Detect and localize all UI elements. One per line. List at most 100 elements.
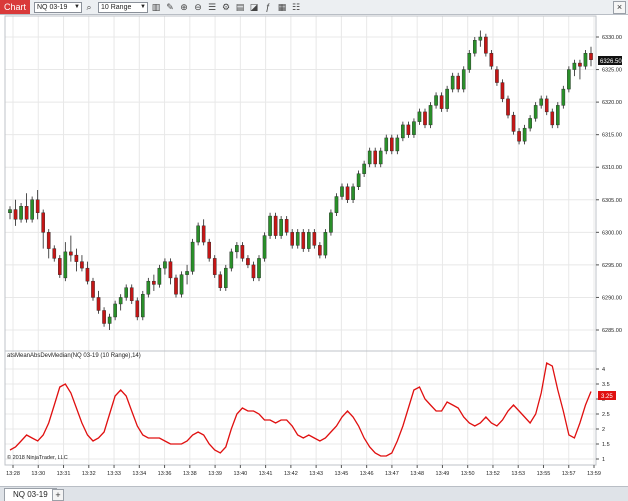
candle: [456, 72, 461, 93]
candle: [506, 95, 510, 119]
candle: [329, 209, 333, 236]
time-axis-label: 13:30: [31, 471, 45, 477]
candle: [13, 199, 18, 226]
strategy-icon[interactable]: ⚙: [221, 2, 231, 12]
candle: [251, 261, 256, 282]
candle: [406, 121, 411, 138]
candle: [589, 46, 593, 67]
close-button[interactable]: ×: [613, 1, 626, 14]
candle: [35, 190, 40, 220]
zoom-in-icon[interactable]: ⊕: [180, 2, 188, 12]
candle: [24, 193, 29, 223]
indicators-icon[interactable]: ƒ: [265, 2, 271, 12]
data-box-icon[interactable]: ▦: [277, 2, 287, 12]
period-selector[interactable]: 10 Range ▼: [98, 2, 148, 13]
candle: [578, 59, 582, 80]
candle: [96, 290, 101, 314]
candle: [434, 92, 438, 109]
time-axis-label: 13:59: [587, 471, 601, 477]
candle: [522, 124, 527, 145]
chevron-down-icon: ▼: [140, 4, 146, 10]
candle: [450, 72, 455, 93]
indicator-line: [9, 362, 592, 457]
time-axis-label: 13:46: [360, 471, 374, 477]
time-axis-label: 13:57: [562, 471, 576, 477]
candle: [235, 242, 239, 259]
chevron-down-icon: ▼: [74, 4, 80, 10]
candle: [307, 229, 311, 252]
time-axis-label: 13:38: [183, 471, 197, 477]
chart-title-tab[interactable]: Chart: [0, 0, 31, 14]
time-axis-label: 13:55: [537, 471, 551, 477]
candle: [91, 277, 95, 301]
candle: [378, 147, 383, 168]
time-axis-label: 13:45: [335, 471, 349, 477]
candle: [279, 216, 283, 239]
price-axis-label: 6320.00: [602, 100, 622, 106]
candle: [428, 102, 433, 129]
candle: [284, 216, 289, 236]
properties-icon[interactable]: ☰: [207, 2, 217, 12]
time-axis-label: 13:39: [208, 471, 222, 477]
candle: [135, 297, 140, 321]
candle: [52, 245, 57, 262]
indicator-axis-label: 1: [602, 457, 605, 463]
drawing-objects-icon[interactable]: ◪: [249, 2, 259, 12]
bars-icon[interactable]: ▥: [151, 2, 161, 12]
candle: [445, 85, 449, 112]
candle: [196, 222, 200, 246]
zoom-out-icon[interactable]: ⊖: [194, 2, 202, 12]
time-axis-label: 13:34: [132, 471, 146, 477]
candle: [212, 255, 217, 278]
search-icon[interactable]: ⌕: [86, 2, 92, 12]
candle: [8, 206, 12, 220]
copyright-text: © 2018 NinjaTrader, LLC: [7, 454, 68, 461]
candle: [323, 229, 328, 259]
pencil-icon[interactable]: ✎: [166, 2, 174, 12]
candle: [467, 50, 472, 73]
candle: [495, 66, 499, 86]
price-axis-label: 6295.00: [602, 263, 622, 269]
time-axis-label: 13:52: [486, 471, 500, 477]
candle: [345, 183, 350, 204]
candle: [19, 203, 23, 223]
indicator-axis-label: 1.5: [602, 442, 610, 448]
candle: [517, 128, 521, 145]
candle: [500, 79, 505, 103]
time-axis-label: 13:41: [259, 471, 273, 477]
time-axis: 13:28 13:30 13:31 13:32 13:33 13:34 13:36 13:38…: [6, 465, 601, 477]
candle: [478, 30, 483, 47]
candle: [561, 85, 566, 109]
candle: [473, 37, 477, 57]
indicator-axis-label: 2: [602, 427, 605, 433]
time-axis-label: 13:40: [233, 471, 247, 477]
candle: [395, 134, 400, 155]
list-icon[interactable]: ☷: [291, 2, 301, 12]
tab-instrument[interactable]: NQ 03-19: [4, 488, 57, 501]
current-indicator-marker: 3.25: [598, 391, 616, 400]
candle: [168, 258, 173, 285]
instrument-selector-value: NQ 03-19: [37, 4, 68, 11]
add-tab-button[interactable]: +: [52, 489, 64, 501]
indicator-axis-label: 2.5: [602, 412, 610, 418]
candle: [356, 170, 361, 191]
time-axis-label: 13:31: [57, 471, 71, 477]
time-axis-label: 13:33: [107, 471, 121, 477]
candle: [185, 264, 189, 285]
price-panel-frame: [4, 15, 597, 352]
time-axis-label: 13:50: [461, 471, 475, 477]
candle: [58, 255, 62, 278]
candle: [373, 147, 378, 168]
time-axis-label: 13:36: [158, 471, 172, 477]
time-axis-label: 13:53: [511, 471, 525, 477]
candle: [240, 242, 245, 262]
time-axis-label: 13:42: [284, 471, 298, 477]
indicator-axis-label: 4: [602, 367, 605, 373]
candle: [113, 300, 117, 321]
chart-trader-icon[interactable]: ▤: [235, 2, 245, 12]
candle: [30, 196, 34, 223]
candle: [439, 92, 444, 112]
instrument-selector[interactable]: NQ 03-19 ▼: [34, 2, 82, 13]
time-axis-label: 13:32: [82, 471, 96, 477]
